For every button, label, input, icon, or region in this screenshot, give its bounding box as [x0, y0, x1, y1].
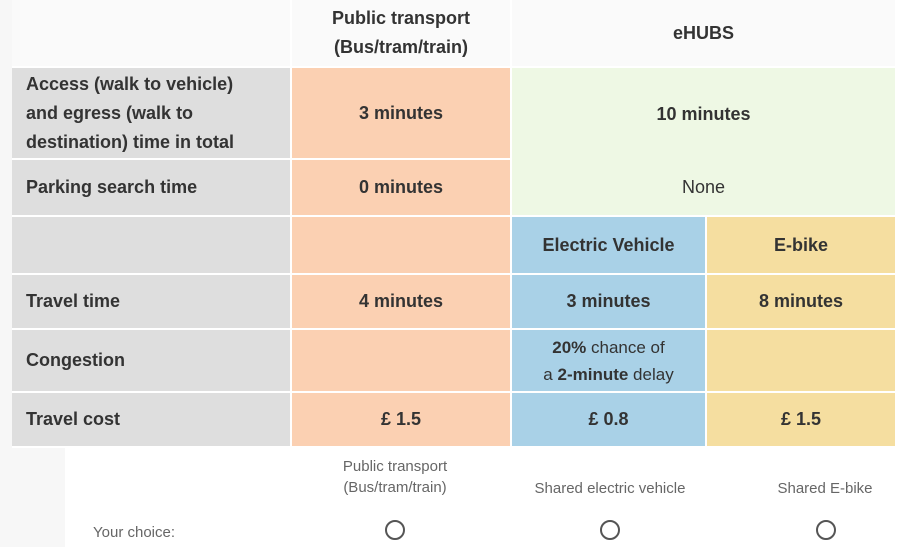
bold-text: 20% [552, 337, 587, 357]
header-text: eHUBS [672, 22, 734, 43]
cell: £ 1.5 [292, 393, 512, 448]
cell: Electric Vehicle [512, 217, 707, 275]
cell [292, 217, 512, 275]
row-label [12, 217, 292, 275]
cell-text: £ 1.5 [780, 409, 822, 429]
header-text: (Bus/tram/train) [333, 37, 468, 57]
row-label: Access (walk to vehicle) and egress (wal… [12, 68, 292, 160]
cell-text: 4 minutes [358, 291, 444, 311]
corner-cell [12, 0, 292, 68]
label-line: Parking search time [26, 177, 198, 197]
cell-text: 3 minutes [566, 291, 651, 311]
choice-panel: Public transport (Bus/tram/train) Shared… [65, 448, 897, 547]
option-line: Public transport [342, 458, 448, 475]
label-line: destination) time in total [26, 131, 235, 152]
cell-text: 10 minutes [656, 103, 751, 124]
header-text: Public transport [331, 8, 470, 28]
cell-text: 20% chance of [552, 334, 664, 361]
label-line: and egress (walk to [26, 102, 194, 123]
cell: 3 minutes [292, 68, 512, 160]
cell: 3 minutes [512, 275, 707, 330]
radio-button[interactable] [385, 520, 405, 540]
cell: 10 minutes [512, 68, 897, 160]
cell-text: None [681, 177, 726, 197]
header-cell: eHUBS [512, 0, 897, 68]
label-line: Travel time [26, 291, 121, 311]
cell-text: 8 minutes [758, 291, 844, 311]
cell [707, 330, 897, 393]
option-label: Shared electric vehicle [534, 480, 686, 497]
cell-text: E-bike [773, 234, 829, 255]
cell-text: Electric Vehicle [542, 234, 675, 255]
cell: 0 minutes [292, 160, 512, 217]
text: chance of [586, 337, 665, 357]
text: delay [628, 364, 674, 384]
cell: £ 0.8 [512, 393, 707, 448]
row-label: Travel cost [12, 393, 292, 448]
label-line: Travel cost [26, 409, 121, 429]
header-cell: Public transport (Bus/tram/train) [292, 0, 512, 68]
cell: E-bike [707, 217, 897, 275]
text: a [543, 364, 558, 384]
label-line: Access (walk to vehicle) [26, 73, 234, 94]
cell [292, 330, 512, 393]
cell-text: £ 1.5 [380, 409, 422, 429]
cell: 4 minutes [292, 275, 512, 330]
cell: 8 minutes [707, 275, 897, 330]
row-label: Travel time [12, 275, 292, 330]
cell: 20% chance of a 2-minute delay [512, 330, 707, 393]
cell-text: 0 minutes [358, 177, 444, 197]
row-label: Congestion [12, 330, 292, 393]
cell: None [512, 160, 897, 217]
cell-text: a 2-minute delay [543, 361, 673, 388]
radio-button[interactable] [816, 520, 836, 540]
option-label: Shared E-bike [777, 480, 873, 497]
label-line: Congestion [26, 350, 125, 370]
option-label: Public transport (Bus/tram/train) [295, 456, 495, 498]
cell: £ 1.5 [707, 393, 897, 448]
choice-label: Your choice: [93, 524, 176, 541]
row-label: Parking search time [12, 160, 292, 217]
option-line: (Bus/tram/train) [343, 479, 447, 496]
cell-text: £ 0.8 [588, 409, 629, 429]
cell-text: 3 minutes [358, 102, 444, 123]
bold-text: 2-minute [557, 364, 629, 384]
radio-button[interactable] [600, 520, 620, 540]
